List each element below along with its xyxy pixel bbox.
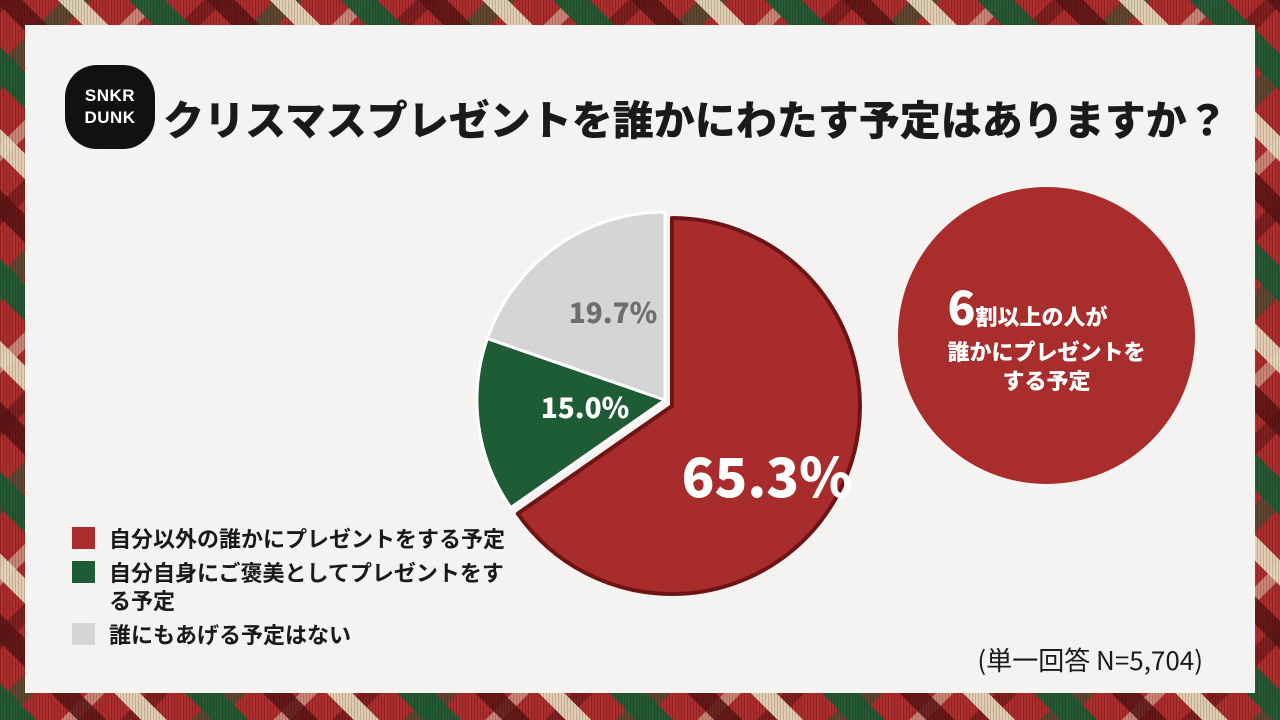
svg-text:15.0%: 15.0% [541,387,630,427]
svg-text:19.7%: 19.7% [569,292,658,332]
svg-text:65.3%: 65.3% [682,434,853,513]
